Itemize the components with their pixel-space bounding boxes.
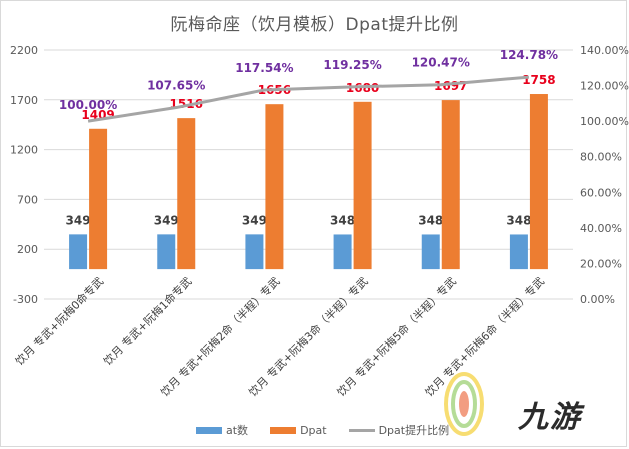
legend-label-at: at数 [226, 424, 249, 437]
legend-label-dpat: Dpat [300, 423, 327, 437]
bar-at [333, 234, 352, 270]
y-right-tick-label: 80.00% [580, 151, 622, 164]
data-label-ratio: 117.54% [235, 61, 293, 75]
y-left-tick-label: 200 [17, 243, 38, 256]
y-left-tick-label: -300 [13, 293, 38, 306]
data-label-at: 349 [154, 213, 179, 227]
bar-at [157, 234, 176, 270]
y-left-tick-label: 1700 [10, 94, 38, 107]
line-dpat-ratio [87, 75, 530, 123]
bar-dpat [177, 118, 196, 270]
bar-dpat [89, 128, 108, 270]
bar-at [245, 234, 264, 270]
jiuyou-logo-icon [444, 372, 484, 436]
data-label-at: 349 [242, 213, 267, 227]
bar-at [69, 234, 88, 270]
data-label-ratio: 124.78% [500, 48, 558, 62]
data-label-at: 349 [66, 213, 91, 227]
x-tick-label: 饮月 专武+阮梅1命专武 [101, 274, 195, 368]
data-label-dpat: 1758 [522, 73, 555, 87]
data-label-ratio: 107.65% [147, 79, 205, 93]
data-label-at: 348 [330, 213, 355, 227]
watermark-text: 九游 [518, 400, 582, 435]
data-label-at: 348 [506, 213, 531, 227]
legend-item-at: at数 [196, 422, 248, 438]
bar-dpat [265, 104, 284, 270]
y-right-tick-label: 140.00% [580, 44, 629, 57]
bar-dpat [441, 100, 460, 270]
bar-dpat [529, 94, 548, 270]
legend-swatch-ratio [348, 428, 375, 432]
legend-swatch-dpat [270, 426, 297, 434]
bar-at [421, 234, 440, 270]
y-right-tick-label: 0.00% [580, 293, 615, 306]
data-label-at: 348 [418, 213, 443, 227]
chart-title: 阮梅命座（饮月模板）Dpat提升比例 [170, 15, 459, 35]
x-tick-label: 饮月 专武+阮梅0命专武 [12, 274, 106, 368]
y-left-tick-label: 1200 [10, 144, 38, 157]
legend-swatch-at [196, 426, 222, 434]
y-right-tick-label: 20.00% [580, 257, 622, 270]
legend-item-ratio: Dpat提升比例 [348, 422, 450, 438]
data-label-ratio: 119.25% [323, 58, 381, 72]
y-left-tick-label: 2200 [10, 44, 38, 57]
y-right-tick-label: 120.00% [580, 80, 629, 93]
data-label-ratio: 100.00% [59, 98, 117, 112]
legend-label-ratio: Dpat提升比例 [378, 424, 450, 437]
legend-item-dpat: Dpat [270, 424, 327, 437]
bar-dpat [353, 101, 372, 270]
y-left-tick-label: 700 [17, 193, 38, 206]
data-label-ratio: 120.47% [412, 56, 470, 70]
y-right-tick-label: 40.00% [580, 222, 622, 235]
y-right-tick-label: 100.00% [580, 115, 629, 128]
bar-at [509, 234, 528, 270]
chart-legend: at数 Dpat Dpat提升比例 [196, 422, 449, 438]
y-right-tick-label: 60.00% [580, 186, 622, 199]
